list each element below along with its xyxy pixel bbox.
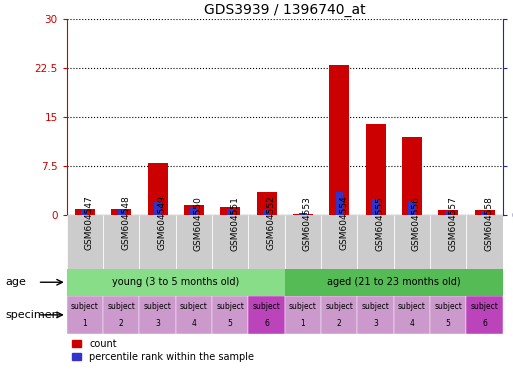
Bar (111, 209, 131, 215)
Bar (438, 210, 458, 215)
Bar (103, 296, 140, 334)
Bar (75, 209, 95, 215)
Bar (212, 296, 248, 334)
Bar (175, 215, 212, 269)
Bar (393, 296, 430, 334)
Bar (358, 296, 393, 334)
Bar (103, 215, 140, 269)
Bar (263, 209, 270, 215)
Bar (321, 296, 358, 334)
Text: GSM604558: GSM604558 (485, 196, 494, 250)
Text: 4: 4 (409, 319, 415, 328)
Bar (256, 192, 277, 215)
Text: 3: 3 (373, 319, 378, 328)
Bar (190, 207, 198, 215)
Text: GSM604550: GSM604550 (194, 196, 203, 250)
Bar (293, 214, 313, 215)
Bar (67, 296, 103, 334)
Text: subject: subject (252, 302, 281, 311)
Bar (248, 215, 285, 269)
Bar (393, 215, 430, 269)
Text: subject: subject (398, 302, 426, 311)
Bar (148, 163, 168, 215)
Text: GSM604556: GSM604556 (412, 196, 421, 250)
Bar (475, 210, 495, 215)
Text: subject: subject (216, 302, 244, 311)
Text: subject: subject (289, 302, 317, 311)
Text: GSM604548: GSM604548 (121, 196, 130, 250)
Bar (358, 215, 393, 269)
Text: 1: 1 (83, 319, 87, 328)
Bar (154, 202, 161, 215)
Bar (445, 211, 452, 215)
Text: 3: 3 (155, 319, 160, 328)
Bar (184, 205, 204, 215)
Bar (329, 65, 349, 215)
Text: 2: 2 (119, 319, 124, 328)
Text: 4: 4 (191, 319, 196, 328)
Bar (321, 215, 358, 269)
Text: GSM604552: GSM604552 (267, 196, 275, 250)
Text: GSM604549: GSM604549 (157, 196, 167, 250)
Text: subject: subject (180, 302, 208, 311)
Text: subject: subject (435, 302, 462, 311)
Bar (67, 269, 285, 296)
Bar (140, 296, 175, 334)
Bar (220, 207, 240, 215)
Bar (117, 210, 125, 215)
Text: subject: subject (107, 302, 135, 311)
Bar (299, 213, 306, 215)
Bar (372, 199, 379, 215)
Bar (212, 215, 248, 269)
Text: young (3 to 5 months old): young (3 to 5 months old) (112, 277, 240, 287)
Text: GSM604555: GSM604555 (376, 196, 385, 250)
Text: GSM604547: GSM604547 (85, 196, 94, 250)
Title: GDS3939 / 1396740_at: GDS3939 / 1396740_at (204, 3, 366, 17)
Text: age: age (5, 277, 26, 287)
Bar (430, 296, 466, 334)
Bar (140, 215, 175, 269)
Bar (408, 201, 416, 215)
Text: GSM604554: GSM604554 (339, 196, 348, 250)
Text: 2: 2 (337, 319, 342, 328)
Bar (248, 296, 285, 334)
Text: aged (21 to 23 months old): aged (21 to 23 months old) (327, 277, 461, 287)
Text: 5: 5 (228, 319, 233, 328)
Text: subject: subject (71, 302, 99, 311)
Text: subject: subject (325, 302, 353, 311)
Legend: count, percentile rank within the sample: count, percentile rank within the sample (71, 339, 254, 362)
Text: GSM604557: GSM604557 (448, 196, 457, 250)
Bar (430, 215, 466, 269)
Bar (285, 296, 321, 334)
Bar (402, 137, 422, 215)
Bar (285, 269, 503, 296)
Bar (481, 210, 488, 215)
Text: 6: 6 (482, 319, 487, 328)
Text: GSM604551: GSM604551 (230, 196, 239, 250)
Bar (285, 215, 321, 269)
Text: GSM604553: GSM604553 (303, 196, 312, 250)
Text: 1: 1 (301, 319, 305, 328)
Bar (175, 296, 212, 334)
Text: 5: 5 (446, 319, 451, 328)
Text: specimen: specimen (5, 310, 59, 320)
Bar (81, 209, 88, 215)
Text: subject: subject (362, 302, 389, 311)
Bar (466, 215, 503, 269)
Text: 6: 6 (264, 319, 269, 328)
Text: subject: subject (144, 302, 171, 311)
Bar (227, 209, 234, 215)
Bar (366, 124, 386, 215)
Bar (336, 192, 343, 215)
Text: subject: subject (470, 302, 499, 311)
Bar (466, 296, 503, 334)
Bar (67, 215, 103, 269)
